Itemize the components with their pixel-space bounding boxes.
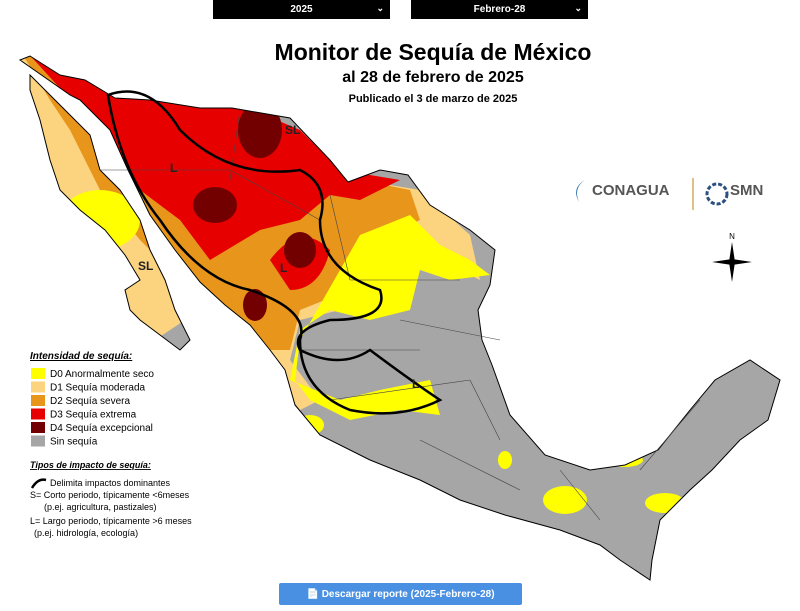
impact-label: S= Corto periodo, típicamente <6meses [30,490,190,500]
state-borders [100,109,701,521]
d4-area [284,232,316,268]
chevron: ⌄ [574,3,582,13]
d4-area [238,102,282,158]
d4-area [193,187,237,223]
region-label: L [280,261,287,275]
compass: N [712,232,752,282]
impact-label: (p.ej. hidrología, ecología) [34,528,138,538]
map-title: Monitor de Sequía de México [275,39,592,65]
impact-label: Delimita impactos dominantes [50,478,171,488]
logo-text: SMN [730,182,763,199]
compass-label: N [729,232,735,241]
legend-label: D1 Sequía moderada [50,383,146,394]
legend-label: D4 Sequía excepcional [50,423,153,434]
impact-label: L= Largo periodo, típicamente >6 meses [30,516,192,526]
chevron: ⌄ [376,3,384,13]
map-subtitle: al 28 de febrero de 2025 [342,69,524,86]
date-value: Febrero-28 [473,4,526,15]
legend-swatch [31,422,45,433]
conagua-logo: CONAGUA SMN [576,178,763,210]
legend-label: D3 Sequía extrema [50,410,137,421]
d0-area [498,451,512,469]
impact-title: Tipos de impacto de sequía: [30,460,151,470]
legend-swatch [31,368,45,379]
button-label: Descargar reporte (2025-Febrero-28) [321,588,495,600]
impact-label: (p.ej. agricultura, pastizales) [44,502,157,512]
legend: Intensidad de sequía: Tipos de impacto d… [30,351,192,538]
d0-area [296,415,324,435]
published-date: Publicado el 3 de marzo de 2025 [349,93,518,105]
legend-swatch [31,435,45,447]
d0-area [60,190,140,250]
impact-lines [106,90,443,415]
download-button[interactable]: 📄 Descargar reporte (2025-Febrero-28) [279,583,522,605]
region-label: L [412,377,419,391]
legend-swatch [31,408,45,420]
legend-label: D0 Anormalmente seco [50,369,154,380]
region-label: L [170,161,177,175]
d0-area [543,486,587,514]
date-select[interactable]: Febrero-28 ⌄ [411,0,588,19]
logo-text: CONAGUA [592,182,670,199]
d4-area [243,289,267,321]
legend-title: Intensidad de sequía: [30,351,132,362]
region-label: SL [138,259,153,273]
year-select[interactable]: 2025 ⌄ [213,0,390,19]
year-value: 2025 [290,4,313,15]
map: SL L L SL L Monitor de Sequía de México … [19,39,781,581]
legend-label: Sin sequía [50,437,98,448]
legend-swatch [31,381,45,393]
region-label: SL [285,123,300,137]
legend-swatch [31,395,45,406]
legend-label: D2 Sequía severa [50,396,130,407]
d0-area [645,493,685,513]
impact-line-swatch [30,478,47,489]
d0-area [290,215,490,420]
